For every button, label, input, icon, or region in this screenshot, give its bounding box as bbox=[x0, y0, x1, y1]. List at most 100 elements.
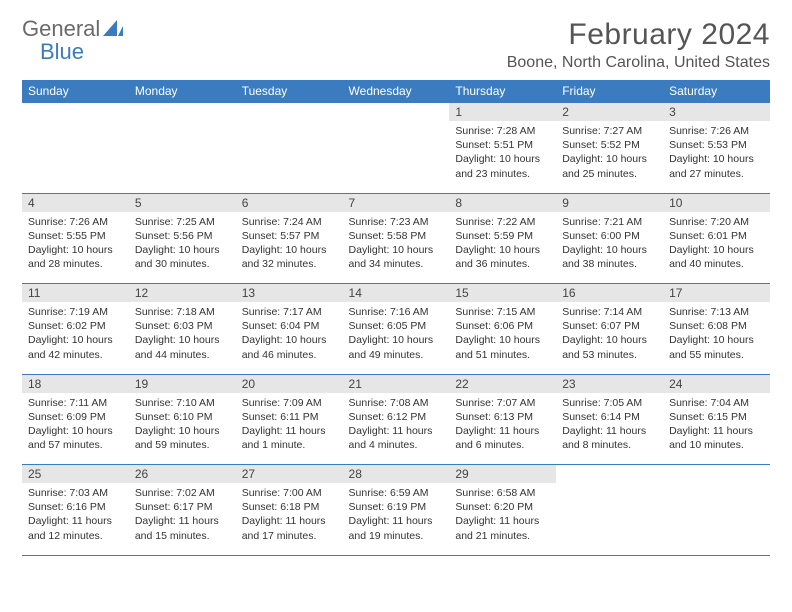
day-number-cell: 17 bbox=[663, 284, 770, 303]
sunrise-text: Sunrise: 6:58 AM bbox=[455, 486, 550, 500]
sunset-text: Sunset: 6:00 PM bbox=[562, 229, 657, 243]
title-block: February 2024 Boone, North Carolina, Uni… bbox=[507, 18, 770, 72]
sunrise-text: Sunrise: 7:27 AM bbox=[562, 124, 657, 138]
day-detail-cell: Sunrise: 7:11 AMSunset: 6:09 PMDaylight:… bbox=[22, 393, 129, 465]
sunset-text: Sunset: 6:09 PM bbox=[28, 410, 123, 424]
day-number-cell: 4 bbox=[22, 193, 129, 212]
day-detail-cell: Sunrise: 7:09 AMSunset: 6:11 PMDaylight:… bbox=[236, 393, 343, 465]
daylight-text: Daylight: 11 hours and 10 minutes. bbox=[669, 424, 764, 452]
day-number-cell: 1 bbox=[449, 103, 556, 122]
daylight-text: Daylight: 10 hours and 42 minutes. bbox=[28, 333, 123, 361]
sunset-text: Sunset: 6:03 PM bbox=[135, 319, 230, 333]
sunset-text: Sunset: 6:13 PM bbox=[455, 410, 550, 424]
sunrise-text: Sunrise: 7:19 AM bbox=[28, 305, 123, 319]
sunset-text: Sunset: 6:01 PM bbox=[669, 229, 764, 243]
day-detail-cell bbox=[129, 121, 236, 193]
weekday-header: Monday bbox=[129, 80, 236, 103]
day-number-cell: 26 bbox=[129, 465, 236, 484]
page-header: General Blue February 2024 Boone, North … bbox=[22, 18, 770, 72]
day-detail-cell: Sunrise: 7:17 AMSunset: 6:04 PMDaylight:… bbox=[236, 302, 343, 374]
day-detail-row: Sunrise: 7:03 AMSunset: 6:16 PMDaylight:… bbox=[22, 483, 770, 555]
day-detail-row: Sunrise: 7:19 AMSunset: 6:02 PMDaylight:… bbox=[22, 302, 770, 374]
day-detail-cell: Sunrise: 7:16 AMSunset: 6:05 PMDaylight:… bbox=[343, 302, 450, 374]
location-text: Boone, North Carolina, United States bbox=[507, 54, 770, 72]
day-number-cell: 11 bbox=[22, 284, 129, 303]
sunset-text: Sunset: 6:12 PM bbox=[349, 410, 444, 424]
daylight-text: Daylight: 10 hours and 53 minutes. bbox=[562, 333, 657, 361]
sunset-text: Sunset: 6:10 PM bbox=[135, 410, 230, 424]
day-detail-cell: Sunrise: 7:03 AMSunset: 6:16 PMDaylight:… bbox=[22, 483, 129, 555]
day-detail-cell: Sunrise: 7:05 AMSunset: 6:14 PMDaylight:… bbox=[556, 393, 663, 465]
day-number-cell bbox=[663, 465, 770, 484]
day-number-row: 123 bbox=[22, 103, 770, 122]
day-number-cell: 21 bbox=[343, 374, 450, 393]
daylight-text: Daylight: 10 hours and 40 minutes. bbox=[669, 243, 764, 271]
sunset-text: Sunset: 6:18 PM bbox=[242, 500, 337, 514]
sunset-text: Sunset: 6:05 PM bbox=[349, 319, 444, 333]
weekday-header: Wednesday bbox=[343, 80, 450, 103]
day-number-cell: 6 bbox=[236, 193, 343, 212]
day-number-cell: 16 bbox=[556, 284, 663, 303]
day-detail-cell: Sunrise: 7:04 AMSunset: 6:15 PMDaylight:… bbox=[663, 393, 770, 465]
day-detail-row: Sunrise: 7:28 AMSunset: 5:51 PM Daylight:… bbox=[22, 121, 770, 193]
sunrise-text: Sunrise: 7:25 AM bbox=[135, 215, 230, 229]
daylight-text: Daylight: 10 hours and 51 minutes. bbox=[455, 333, 550, 361]
daylight-text: Daylight: 10 hours and 28 minutes. bbox=[28, 243, 123, 271]
day-number-cell bbox=[556, 465, 663, 484]
sunrise-text: Sunrise: 7:17 AM bbox=[242, 305, 337, 319]
sunrise-text: Sunrise: 7:03 AM bbox=[28, 486, 123, 500]
sunset-text: Sunset: 5:51 PM bbox=[455, 138, 550, 152]
sunset-text: Sunset: 6:19 PM bbox=[349, 500, 444, 514]
sunrise-text: Sunrise: 7:28 AM bbox=[455, 124, 550, 138]
daylight-text: Daylight: 10 hours and 25 minutes. bbox=[562, 152, 657, 180]
sunset-text: Sunset: 5:56 PM bbox=[135, 229, 230, 243]
daylight-text: Daylight: 10 hours and 57 minutes. bbox=[28, 424, 123, 452]
day-number-row: 11121314151617 bbox=[22, 284, 770, 303]
sail-icon bbox=[103, 20, 123, 36]
day-number-cell: 2 bbox=[556, 103, 663, 122]
day-detail-cell bbox=[22, 121, 129, 193]
day-number-cell: 14 bbox=[343, 284, 450, 303]
daylight-text: Daylight: 11 hours and 17 minutes. bbox=[242, 514, 337, 542]
sunrise-text: Sunrise: 7:26 AM bbox=[669, 124, 764, 138]
sunset-text: Sunset: 6:11 PM bbox=[242, 410, 337, 424]
day-number-cell: 5 bbox=[129, 193, 236, 212]
day-detail-cell: Sunrise: 7:25 AMSunset: 5:56 PMDaylight:… bbox=[129, 212, 236, 284]
sunrise-text: Sunrise: 7:16 AM bbox=[349, 305, 444, 319]
daylight-text: Daylight: 11 hours and 12 minutes. bbox=[28, 514, 123, 542]
day-number-cell bbox=[129, 103, 236, 122]
day-detail-cell bbox=[236, 121, 343, 193]
day-detail-cell: Sunrise: 7:15 AMSunset: 6:06 PMDaylight:… bbox=[449, 302, 556, 374]
weekday-header: Friday bbox=[556, 80, 663, 103]
weekday-header: Sunday bbox=[22, 80, 129, 103]
sunrise-text: Sunrise: 7:26 AM bbox=[28, 215, 123, 229]
calendar-table: Sunday Monday Tuesday Wednesday Thursday… bbox=[22, 80, 770, 556]
sunrise-text: Sunrise: 7:08 AM bbox=[349, 396, 444, 410]
day-number-cell: 25 bbox=[22, 465, 129, 484]
day-number-cell: 12 bbox=[129, 284, 236, 303]
day-detail-cell: Sunrise: 7:22 AMSunset: 5:59 PMDaylight:… bbox=[449, 212, 556, 284]
sunrise-text: Sunrise: 7:21 AM bbox=[562, 215, 657, 229]
brand-logo: General Blue bbox=[22, 18, 123, 64]
day-detail-cell bbox=[663, 483, 770, 555]
day-number-cell: 7 bbox=[343, 193, 450, 212]
sunrise-text: Sunrise: 7:15 AM bbox=[455, 305, 550, 319]
day-detail-cell: Sunrise: 7:20 AMSunset: 6:01 PMDaylight:… bbox=[663, 212, 770, 284]
daylight-text: Daylight: 11 hours and 1 minute. bbox=[242, 424, 337, 452]
day-number-cell: 13 bbox=[236, 284, 343, 303]
sunset-text: Sunset: 6:06 PM bbox=[455, 319, 550, 333]
day-detail-cell: Sunrise: 7:23 AMSunset: 5:58 PMDaylight:… bbox=[343, 212, 450, 284]
sunrise-text: Sunrise: 7:18 AM bbox=[135, 305, 230, 319]
month-title: February 2024 bbox=[507, 18, 770, 52]
day-detail-cell bbox=[343, 121, 450, 193]
sunrise-text: Sunrise: 6:59 AM bbox=[349, 486, 444, 500]
sunrise-text: Sunrise: 7:14 AM bbox=[562, 305, 657, 319]
weekday-header-row: Sunday Monday Tuesday Wednesday Thursday… bbox=[22, 80, 770, 103]
sunset-text: Sunset: 6:14 PM bbox=[562, 410, 657, 424]
daylight-text: Daylight: 11 hours and 19 minutes. bbox=[349, 514, 444, 542]
sunrise-text: Sunrise: 7:10 AM bbox=[135, 396, 230, 410]
day-number-cell: 18 bbox=[22, 374, 129, 393]
day-detail-cell: Sunrise: 7:10 AMSunset: 6:10 PMDaylight:… bbox=[129, 393, 236, 465]
sunrise-text: Sunrise: 7:13 AM bbox=[669, 305, 764, 319]
day-detail-cell: Sunrise: 7:07 AMSunset: 6:13 PMDaylight:… bbox=[449, 393, 556, 465]
